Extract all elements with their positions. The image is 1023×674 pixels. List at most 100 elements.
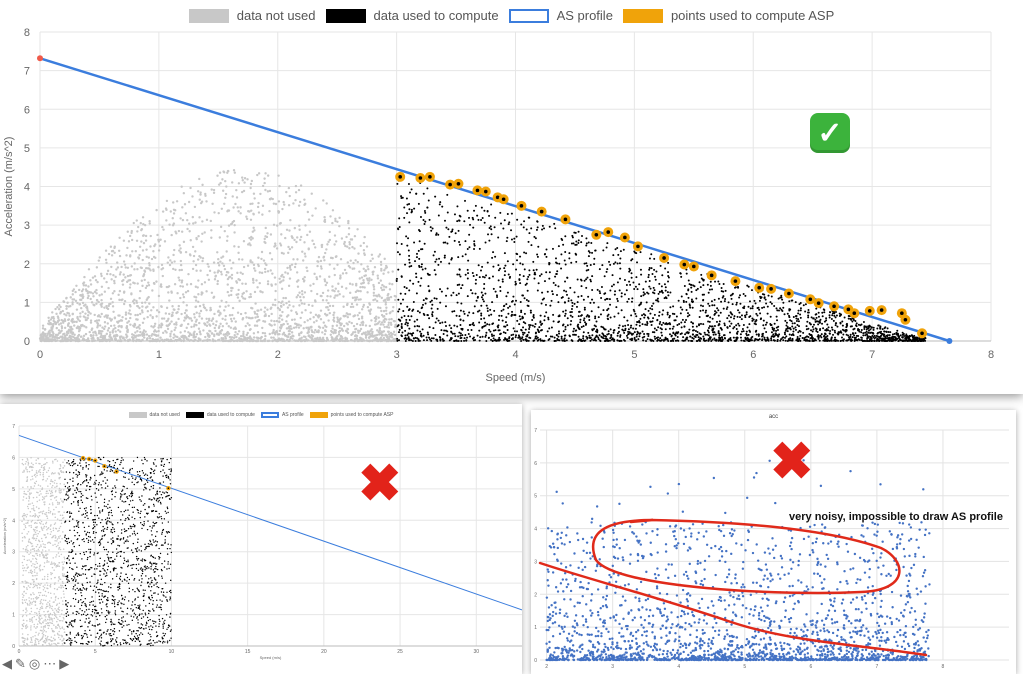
data-used-point <box>860 331 863 334</box>
data-not-used-point <box>241 282 244 285</box>
data-not-used-point <box>299 184 303 187</box>
data-not-used-point <box>181 334 185 337</box>
data-not-used-point <box>203 281 207 284</box>
data-not-used-point <box>305 338 308 341</box>
data-used-point <box>618 324 621 327</box>
data-used-point <box>686 312 689 315</box>
data-not-used-point <box>141 311 144 314</box>
data-not-used-point <box>226 283 229 286</box>
data-not-used-point <box>97 338 101 342</box>
data-used-point <box>545 255 548 258</box>
data-used-point <box>828 314 831 317</box>
data-used-point <box>597 306 600 309</box>
data-not-used-point <box>290 331 294 334</box>
data-used-point <box>717 309 720 312</box>
data-used-point <box>616 332 619 335</box>
data-used-point <box>408 258 411 261</box>
data-used-point <box>600 335 603 338</box>
data-not-used-point <box>129 255 132 258</box>
data-not-used-point <box>216 282 219 286</box>
data-used-point <box>429 226 432 229</box>
data-not-used-point <box>188 222 191 225</box>
data-not-used-point <box>137 325 140 329</box>
data-used-point <box>632 281 635 284</box>
data-not-used-point <box>288 229 291 232</box>
data-not-used-point <box>90 301 94 304</box>
data-used-point <box>519 282 522 285</box>
data-used-point <box>873 339 876 342</box>
data-used-point <box>623 339 626 342</box>
data-not-used-point <box>132 221 135 225</box>
data-not-used-point <box>201 220 204 223</box>
data-used-point <box>758 299 761 302</box>
data-used-point <box>899 334 902 337</box>
legend-item[interactable]: data used to compute <box>325 8 499 23</box>
data-used-point <box>415 272 418 275</box>
data-not-used-point <box>374 336 378 340</box>
data-used-point <box>532 339 535 342</box>
data-not-used-point <box>234 327 237 331</box>
data-used-point <box>636 288 639 291</box>
data-not-used-point <box>105 280 108 284</box>
data-used-point <box>657 300 660 303</box>
data-used-point <box>857 335 860 338</box>
data-used-point <box>536 220 539 223</box>
data-not-used-point <box>148 219 151 223</box>
data-not-used-point <box>178 268 181 272</box>
data-not-used-point <box>174 268 177 272</box>
legend-item[interactable]: data not used <box>188 8 316 23</box>
data-not-used-point <box>119 330 122 333</box>
data-used-point <box>463 220 466 223</box>
data-used-point <box>414 260 417 263</box>
data-used-point <box>717 314 720 317</box>
data-used-point <box>781 298 784 301</box>
data-used-point <box>708 336 711 339</box>
data-not-used-point <box>173 328 176 332</box>
data-not-used-point <box>85 289 88 293</box>
data-used-point <box>866 336 869 339</box>
data-not-used-point <box>363 339 366 342</box>
data-not-used-point <box>111 292 115 295</box>
data-used-point <box>480 296 483 299</box>
data-not-used-point <box>351 332 354 336</box>
data-used-point <box>410 208 413 211</box>
data-not-used-point <box>204 192 207 196</box>
data-used-point <box>630 259 633 262</box>
data-not-used-point <box>338 224 341 228</box>
data-used-point <box>409 279 412 282</box>
data-used-point <box>397 339 400 342</box>
data-used-point <box>713 337 716 340</box>
data-not-used-point <box>89 297 92 301</box>
data-used-point <box>664 296 667 299</box>
data-used-point <box>606 242 609 245</box>
data-used-point <box>406 203 409 206</box>
legend-item[interactable]: points used to compute ASP <box>622 8 834 23</box>
data-not-used-point <box>176 292 179 295</box>
data-used-point <box>459 275 462 278</box>
data-not-used-point <box>84 303 87 306</box>
data-used-point <box>629 283 632 286</box>
legend-item[interactable]: AS profile <box>508 8 613 23</box>
data-not-used-point <box>355 322 359 326</box>
data-not-used-point <box>201 183 204 187</box>
data-used-point <box>441 205 444 208</box>
data-not-used-point <box>331 327 334 330</box>
data-used-point <box>682 336 685 339</box>
data-used-point <box>713 324 716 327</box>
data-used-point <box>780 338 783 341</box>
data-not-used-point <box>137 225 140 229</box>
data-not-used-point <box>326 243 329 246</box>
data-used-point <box>687 339 690 342</box>
data-not-used-point <box>360 332 364 336</box>
data-used-point <box>488 214 491 217</box>
data-used-point <box>576 278 579 281</box>
data-not-used-point <box>187 200 191 204</box>
data-not-used-point <box>152 250 155 253</box>
data-used-point <box>733 317 736 320</box>
data-used-point <box>585 269 588 272</box>
data-used-point <box>634 327 637 330</box>
data-used-point <box>700 273 703 276</box>
data-not-used-point <box>255 313 259 316</box>
data-used-point <box>431 314 434 317</box>
data-used-point <box>722 283 725 286</box>
